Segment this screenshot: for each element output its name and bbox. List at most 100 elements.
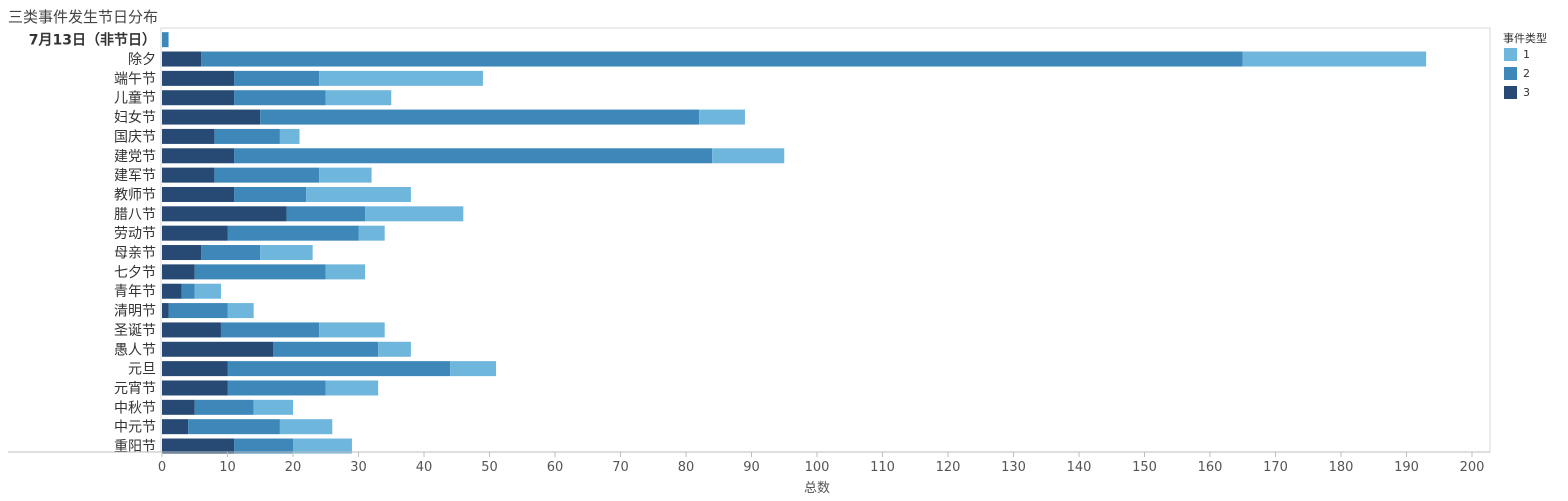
bar-segment-type-1[interactable] [325,264,366,280]
bar-segment-type-3[interactable] [162,399,195,415]
bar-segment-type-2[interactable] [201,51,1243,67]
bar-segment-type-3[interactable] [162,264,195,280]
category-label: 元宵节 [114,380,156,397]
legend-label-type-1[interactable]: 1 [1523,48,1530,61]
x-tick-label: 130 [1001,460,1026,475]
bar-segment-type-2[interactable] [194,399,254,415]
bar-segment-type-1[interactable] [194,283,221,299]
bar-segment-type-3[interactable] [162,245,202,261]
bar-segment-type-2[interactable] [234,186,307,202]
bar-segment-type-3[interactable] [162,225,228,241]
bar-segment-type-3[interactable] [162,186,235,202]
bar-segment-type-3[interactable] [162,90,235,106]
bars-group [162,32,1427,454]
bar-segment-type-3[interactable] [162,341,274,357]
x-tick-label: 30 [350,460,367,475]
bar-segment-type-3[interactable] [162,322,221,338]
bar-segment-type-3[interactable] [162,206,287,222]
bar-segment-type-1[interactable] [293,438,352,454]
bar-segment-type-2[interactable] [234,90,326,106]
category-label: 7月13日（非节日） [29,32,156,49]
bar-segment-type-3[interactable] [162,128,215,144]
bar-segment-type-2[interactable] [260,109,700,125]
category-label: 端午节 [114,71,156,87]
bar-segment-type-3[interactable] [162,167,215,183]
bar-segment-type-1[interactable] [253,399,293,415]
category-label: 母亲节 [114,246,156,262]
bar-segment-type-1[interactable] [279,128,300,144]
x-tick-label: 90 [743,460,760,475]
bar-segment-type-1[interactable] [319,167,372,183]
bar-segment-type-3[interactable] [162,303,169,319]
category-label: 中元节 [114,420,156,436]
bar-segment-type-1[interactable] [319,70,483,86]
bar-segment-type-2[interactable] [234,148,713,164]
legend-swatch-type-2[interactable] [1504,67,1517,80]
legend-label-type-3[interactable]: 3 [1523,86,1530,99]
bar-segment-type-2[interactable] [168,303,228,319]
bar-segment-type-3[interactable] [162,51,202,67]
bar-segment-type-1[interactable] [227,303,254,319]
bar-segment-type-2[interactable] [201,245,261,261]
bar-segment-type-1[interactable] [365,206,464,222]
bar-segment-type-2[interactable] [214,128,280,144]
bar-segment-type-3[interactable] [162,148,235,164]
x-tick-label: 110 [870,460,895,475]
bar-segment-type-3[interactable] [162,109,261,125]
bar-segment-type-1[interactable] [699,109,745,125]
x-tick-label: 50 [481,460,498,475]
bar-segment-type-2[interactable] [214,167,320,183]
x-tick-label: 10 [219,460,236,475]
legend-label-type-2[interactable]: 2 [1523,67,1530,80]
bar-segment-type-1[interactable] [378,341,411,357]
legend[interactable]: 事件类型 1 2 3 [1503,31,1547,99]
bar-segment-type-2[interactable] [273,341,379,357]
category-label: 建党节 [114,149,156,165]
bar-segment-type-2[interactable] [194,264,326,280]
bar-segment-type-3[interactable] [162,438,235,454]
legend-swatch-type-1[interactable] [1504,48,1517,61]
x-tick-label: 160 [1198,460,1223,475]
legend-swatch-type-3[interactable] [1504,86,1517,99]
category-labels: 7月13日（非节日） 除夕端午节儿童节妇女节国庆节建党节建军节教师节腊八节劳动节母… [29,32,156,455]
x-tick-label: 140 [1067,460,1092,475]
x-tick-label: 80 [678,460,695,475]
chart-title: 三类事件发生节日分布 [8,8,159,26]
x-tick-label: 60 [547,460,564,475]
bar-segment-type-1[interactable] [325,90,392,106]
bar-segment-type-2[interactable] [162,32,169,48]
bar-segment-type-1[interactable] [319,322,385,338]
bar-segment-type-2[interactable] [188,419,280,435]
bar-segment-type-2[interactable] [286,206,366,222]
bar-segment-type-3[interactable] [162,419,189,435]
x-tick-label: 0 [158,460,166,475]
bar-segment-type-2[interactable] [181,283,195,299]
bar-segment-type-1[interactable] [1242,51,1427,67]
x-tick-label: 40 [416,460,433,475]
legend-title: 事件类型 [1503,31,1547,45]
x-tick-label: 70 [612,460,629,475]
bar-segment-type-2[interactable] [227,361,451,377]
bar-segment-type-2[interactable] [234,70,320,86]
bar-segment-type-2[interactable] [227,225,359,241]
bar-segment-type-2[interactable] [234,438,293,454]
bar-segment-type-3[interactable] [162,361,228,377]
bar-segment-type-1[interactable] [279,419,333,435]
bar-segment-type-2[interactable] [227,380,326,396]
category-label: 妇女节 [114,109,156,126]
bar-segment-type-1[interactable] [450,361,497,377]
bar-segment-type-1[interactable] [306,186,411,202]
category-label: 圣诞节 [114,323,156,339]
bar-segment-type-1[interactable] [260,245,313,261]
bar-segment-type-3[interactable] [162,380,228,396]
bar-segment-type-3[interactable] [162,70,235,86]
x-tick-label: 180 [1329,460,1354,475]
bar-segment-type-1[interactable] [712,148,785,164]
x-axis: 0 10 20 30 40 50 60 70 80 90 100 110 120 130 140 150 160… [8,451,1490,496]
bar-segment-type-1[interactable] [325,380,379,396]
bar-segment-type-1[interactable] [358,225,385,241]
bar-segment-type-3[interactable] [162,283,182,299]
bar-segment-type-2[interactable] [220,322,320,338]
category-label: 七夕节 [114,265,156,281]
